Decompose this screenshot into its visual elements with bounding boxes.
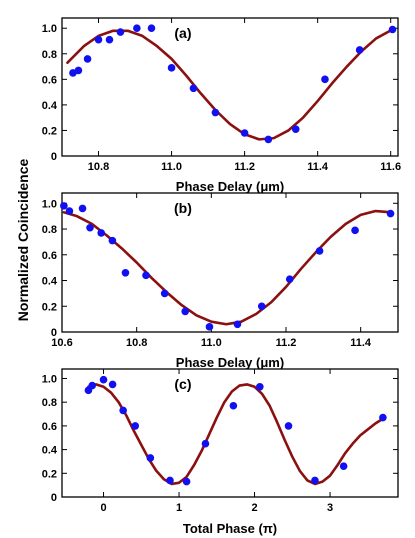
data-point: [105, 35, 114, 44]
data-point: [291, 125, 300, 133]
y-tick-label: 0.6: [42, 74, 57, 86]
panel-b: 0 0.2 0.4 0.6 0.8 1.0 10.6 10.8 11.0 11.2 11.4 (b) P…: [42, 192, 399, 370]
x-tick-label: 11.4: [350, 337, 372, 349]
data-point: [142, 271, 150, 280]
data-point: [108, 236, 117, 245]
data-point: [355, 46, 364, 54]
panel-a: 0 0.2 0.4 0.6 0.8 1.0 10.8 11.0 11.2 11.4 11.6 (a) P…: [42, 17, 401, 194]
data-point: [146, 454, 155, 462]
x-tick-label: 11.2: [276, 337, 297, 349]
data-point: [205, 323, 214, 331]
plot-frame: [61, 368, 399, 498]
x-tick-label: 10.8: [88, 161, 109, 173]
y-tick-label: 0: [51, 492, 57, 504]
data-point: [94, 35, 103, 44]
data-point: [388, 25, 397, 34]
y-tick-label: 0.4: [42, 276, 58, 288]
data-point: [60, 202, 68, 210]
data-point: [379, 413, 387, 422]
data-point: [181, 307, 189, 316]
fit-curve: [87, 383, 385, 486]
data-point: [233, 320, 242, 329]
y-tick-label: 0.8: [42, 224, 57, 236]
y-tick-label: 1.0: [42, 198, 57, 210]
data-point: [264, 135, 273, 144]
data-point: [182, 477, 191, 486]
x-tick-label: 11.6: [380, 161, 401, 173]
data-point: [88, 381, 97, 390]
data-point: [65, 207, 74, 215]
x-axis-title: Phase Delay (μm): [176, 355, 284, 370]
x-tick-label: 0: [100, 502, 106, 514]
data-point: [311, 476, 319, 485]
x-tick-label: 11.0: [201, 337, 222, 349]
data-point: [257, 302, 266, 311]
data-point: [189, 84, 198, 93]
plot-frame: [61, 17, 399, 157]
data-point: [386, 209, 395, 218]
y-tick-label: 1.0: [42, 373, 57, 385]
data-point: [315, 247, 324, 255]
y-tick-label: 0.8: [42, 397, 57, 409]
data-point: [119, 406, 127, 415]
x-tick-label: 11.0: [161, 161, 182, 173]
x-tick-label: 10.8: [126, 337, 147, 349]
data-point: [285, 275, 294, 284]
y-tick-label: 0.2: [42, 468, 57, 480]
data-point: [339, 462, 348, 470]
panel-c: 0 0.2 0.4 0.6 0.8 1.0 0 1 2 3 (c) Total Phase (π): [42, 368, 399, 536]
x-axis-title: Phase Delay (μm): [176, 179, 284, 194]
data-point: [240, 129, 249, 137]
x-tick-label: 1: [176, 502, 182, 514]
data-point: [351, 226, 359, 235]
panel-label: (c): [174, 376, 191, 392]
x-axis-title: Total Phase (π): [183, 521, 277, 536]
y-tick-label: 0.4: [42, 445, 58, 457]
data-point: [284, 422, 293, 430]
shared-y-axis-label: Normalized Coincidence: [15, 158, 31, 321]
y-tick-label: 1.0: [42, 23, 57, 35]
data-point: [166, 476, 174, 485]
data-point: [74, 66, 83, 75]
panel-label: (a): [174, 25, 191, 41]
data-point: [133, 24, 141, 33]
data-point: [99, 375, 108, 384]
y-tick-label: 0.6: [42, 250, 57, 262]
x-tick-label: 11.2: [234, 161, 255, 173]
y-tick-label: 0.2: [42, 301, 57, 313]
data-point: [78, 204, 87, 213]
x-tick-label: 3: [327, 502, 333, 514]
data-point: [201, 439, 210, 448]
plot-frame: [61, 192, 399, 333]
y-tick-label: 0: [51, 151, 57, 163]
data-point: [256, 382, 264, 391]
data-point: [116, 28, 125, 36]
y-tick-label: 0.8: [42, 49, 57, 61]
data-point: [83, 55, 92, 63]
data-point: [147, 24, 156, 33]
y-tick-label: 0.4: [42, 100, 58, 112]
data-point: [229, 401, 238, 410]
data-point: [211, 108, 220, 117]
data-point: [121, 268, 130, 277]
x-tick-label: 10.6: [51, 337, 72, 349]
data-point: [321, 75, 329, 84]
panel-label: (b): [174, 200, 192, 216]
fit-curve: [62, 209, 392, 326]
data-point: [108, 380, 117, 389]
y-tick-label: 0: [51, 327, 57, 339]
data-point: [167, 64, 176, 72]
data-point: [86, 223, 94, 232]
x-tick-label: 2: [251, 502, 257, 514]
y-tick-label: 0.2: [42, 125, 57, 137]
data-point: [131, 422, 140, 430]
fit-curve: [66, 28, 394, 141]
data-point: [160, 289, 169, 298]
y-tick-label: 0.6: [42, 421, 57, 433]
data-point: [97, 229, 105, 237]
x-tick-label: 11.4: [307, 161, 329, 173]
